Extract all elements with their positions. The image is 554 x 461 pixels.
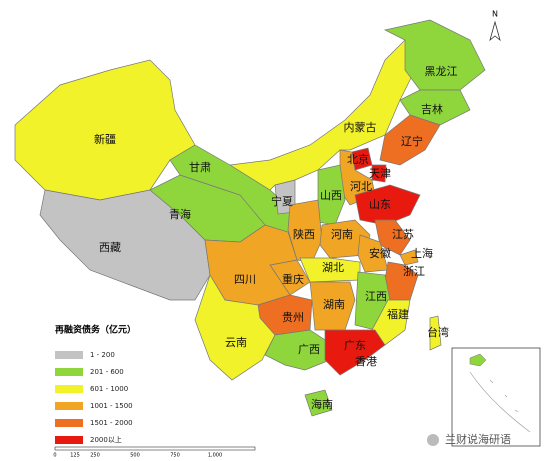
province-label: 内蒙古 — [344, 120, 377, 134]
province-label: 青海 — [169, 207, 191, 221]
legend-swatch — [55, 402, 83, 410]
province — [429, 315, 442, 351]
legend-swatch — [55, 436, 83, 444]
province-label: 广东 — [344, 339, 366, 352]
legend-swatch — [55, 419, 83, 427]
province-label: 广西 — [298, 343, 320, 356]
province — [374, 219, 411, 256]
province-label: 江苏 — [392, 228, 414, 241]
province-label: 吉林 — [421, 102, 443, 116]
watermark-icon — [427, 434, 439, 446]
legend-label: 601 - 1000 — [90, 385, 128, 393]
arrow — [489, 20, 501, 42]
province — [354, 184, 421, 226]
province-label: 湖南 — [323, 298, 345, 311]
province-label: 台湾 — [427, 325, 449, 339]
scale-label: 125 — [70, 453, 80, 459]
scale-label: 1,000 — [208, 453, 222, 459]
province-label: 河北 — [350, 180, 372, 193]
province-label: 辽宁 — [401, 134, 423, 148]
province — [324, 329, 386, 376]
north-label: N — [492, 10, 498, 19]
province-label: 黑龙江 — [425, 65, 458, 78]
legend-label: 1001 - 1500 — [90, 402, 133, 410]
watermark: 兰财说海研语 — [445, 432, 511, 446]
province-label: 山东 — [369, 198, 391, 211]
province — [379, 114, 441, 166]
province-label: 湖北 — [322, 261, 344, 274]
province-label: 上海 — [411, 246, 433, 260]
province — [371, 164, 387, 183]
province-label: 海南 — [311, 397, 333, 411]
inset-islands — [469, 371, 531, 433]
legend-label: 2000以上 — [90, 435, 122, 444]
north-arrow: N — [489, 10, 501, 42]
scale-bar: 0 125 250 500 750 1,000 — [53, 446, 256, 459]
provinces — [14, 19, 486, 417]
province-label: 陕西 — [293, 227, 315, 241]
province-label: 甘肃 — [189, 161, 211, 174]
province-label: 天津 — [369, 167, 391, 180]
province — [264, 329, 331, 371]
province — [304, 389, 333, 417]
province — [14, 59, 196, 201]
inset-island — [469, 353, 487, 367]
legend: 1 - 200 201 - 600 601 - 1000 1001 - 1500 150… — [55, 351, 133, 444]
legend-swatch — [55, 385, 83, 393]
province-label: 山西 — [320, 189, 342, 202]
province — [371, 299, 411, 346]
province-label: 江西 — [365, 290, 387, 303]
scale-label: 500 — [130, 453, 140, 459]
province-label: 四川 — [234, 273, 256, 286]
legend-title: 再融资债务（亿元） — [55, 324, 136, 336]
province-label: 北京 — [347, 152, 369, 166]
province-label: 浙江 — [403, 265, 425, 278]
province — [399, 249, 419, 266]
province-label: 安徽 — [369, 246, 391, 260]
province — [299, 257, 361, 283]
legend-label: 201 - 600 — [90, 368, 124, 376]
province-label: 西藏 — [99, 241, 121, 254]
legend-swatch — [55, 368, 83, 376]
province-label: 云南 — [225, 336, 247, 349]
province-label: 贵州 — [282, 311, 304, 324]
scale-rect — [54, 446, 256, 451]
province-label: 重庆 — [282, 272, 304, 286]
inset-frame — [451, 347, 541, 447]
legend-label: 1501 - 2000 — [90, 419, 133, 427]
scale-label: 750 — [170, 453, 180, 459]
scale-label: 250 — [90, 453, 100, 459]
province-label: 宁夏 — [271, 194, 293, 208]
province — [357, 234, 389, 273]
province-label: 河南 — [331, 228, 353, 241]
legend-swatch — [55, 351, 83, 359]
scale-label: 0 — [53, 453, 56, 459]
province-label: 新疆 — [94, 132, 116, 146]
province-label: 福建 — [387, 307, 409, 321]
legend-label: 1 - 200 — [90, 351, 115, 359]
hongkong-label: 香港 — [355, 355, 377, 368]
